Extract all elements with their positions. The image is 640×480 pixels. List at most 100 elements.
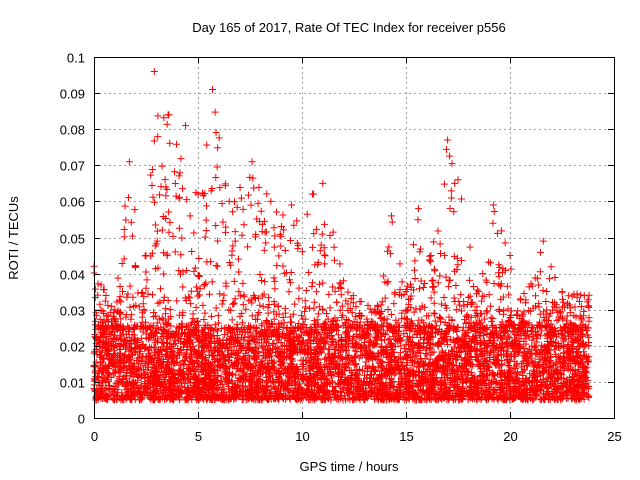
data-point [120, 225, 128, 233]
data-point [585, 314, 593, 322]
data-point [321, 355, 329, 363]
data-point [513, 310, 521, 318]
data-point [211, 108, 219, 116]
data-point [94, 280, 102, 288]
data-point [416, 248, 424, 256]
data-point [446, 152, 454, 160]
data-point [295, 284, 303, 292]
data-point [175, 224, 183, 232]
data-point [159, 339, 167, 347]
data-point [517, 363, 525, 371]
data-point [325, 290, 333, 298]
data-point [396, 260, 404, 268]
data-point [493, 229, 501, 237]
data-point [463, 311, 471, 319]
data-point [190, 229, 198, 237]
data-point [352, 313, 360, 321]
data-point [201, 233, 209, 241]
data-point [348, 309, 356, 317]
data-point [162, 215, 170, 223]
data-point [397, 292, 405, 300]
data-point [364, 331, 372, 339]
data-point [575, 298, 583, 306]
data-point [504, 305, 512, 313]
data-point [427, 258, 435, 266]
data-point [147, 171, 155, 179]
data-point [171, 168, 179, 176]
data-point [259, 302, 267, 310]
data-point [411, 266, 419, 274]
data-point [353, 348, 361, 356]
data-point [149, 193, 157, 201]
data-point [273, 208, 281, 216]
data-point [165, 228, 173, 236]
data-point [291, 300, 299, 308]
data-point [154, 133, 162, 141]
data-point [377, 313, 385, 321]
data-point [510, 321, 518, 329]
data-point [405, 345, 413, 353]
data-point [495, 273, 503, 281]
data-point [220, 291, 228, 299]
data-point [446, 276, 454, 284]
data-point [201, 309, 209, 317]
data-point [407, 292, 415, 300]
data-point [187, 320, 195, 328]
data-point [319, 279, 327, 287]
data-point [247, 201, 255, 209]
data-point [308, 282, 316, 290]
data-point [157, 285, 165, 293]
data-point [456, 301, 464, 309]
data-point [490, 280, 498, 288]
data-point [556, 309, 564, 317]
data-point [551, 274, 559, 282]
data-point [235, 268, 243, 276]
data-point [320, 251, 328, 259]
data-point [162, 305, 170, 313]
data-point [384, 278, 392, 286]
data-point [162, 192, 170, 200]
data-point [387, 310, 395, 318]
data-point [388, 218, 396, 226]
data-point [242, 305, 250, 313]
data-point [128, 232, 136, 240]
data-point [244, 191, 252, 199]
data-point [155, 315, 163, 323]
data-point [275, 252, 283, 260]
data-point [158, 162, 166, 170]
data-point [131, 263, 139, 271]
data-point [536, 268, 544, 276]
data-point [302, 303, 310, 311]
data-point [108, 302, 116, 310]
data-point [116, 308, 124, 316]
data-point [255, 183, 263, 191]
data-point [473, 303, 481, 311]
data-point [503, 282, 511, 290]
data-point [256, 271, 264, 279]
data-point [536, 248, 544, 256]
data-point [463, 328, 471, 336]
data-point [250, 184, 258, 192]
data-point [349, 299, 357, 307]
data-point [446, 204, 454, 212]
data-point [535, 349, 543, 357]
data-point [122, 216, 130, 224]
data-point [507, 265, 515, 273]
data-point [120, 233, 128, 241]
data-point [279, 211, 287, 219]
data-point [258, 276, 266, 284]
data-point [123, 293, 131, 301]
data-point [467, 368, 475, 376]
data-point [444, 341, 452, 349]
data-point [131, 206, 139, 214]
data-point [308, 243, 316, 251]
data-point [409, 241, 417, 249]
data-point [520, 308, 528, 316]
data-point [410, 308, 418, 316]
data-point [212, 173, 220, 181]
data-point [183, 266, 191, 274]
data-point [171, 180, 179, 188]
data-point [160, 270, 168, 278]
data-point [165, 315, 173, 323]
data-point [218, 300, 226, 308]
